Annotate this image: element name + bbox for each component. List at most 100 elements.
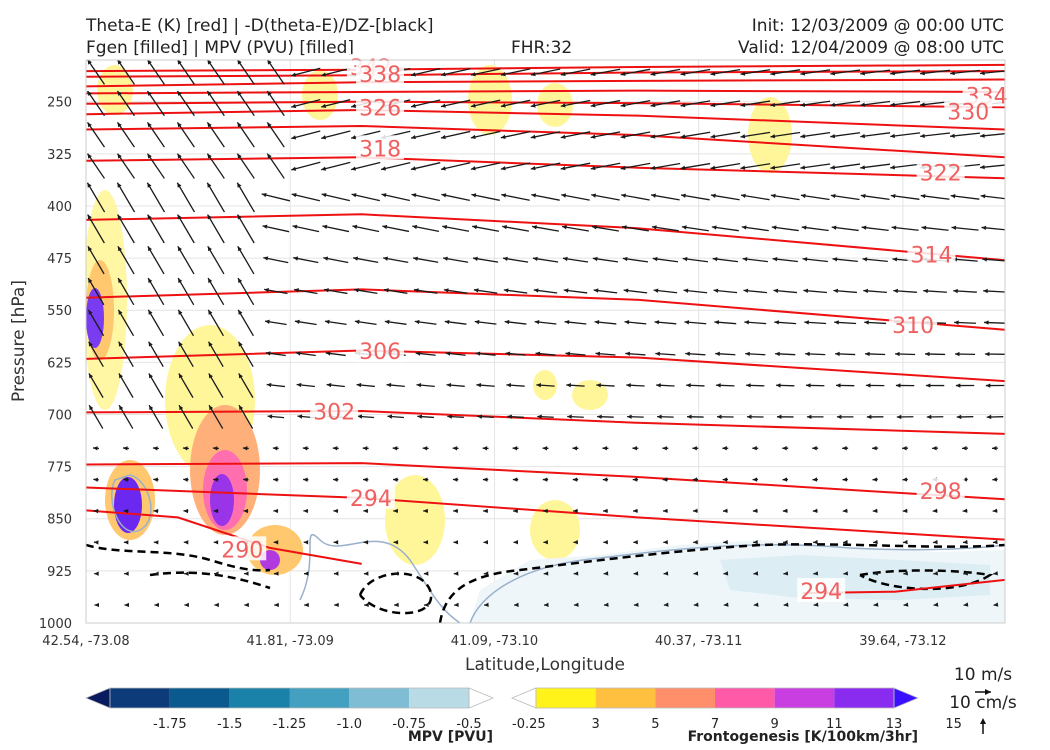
wind-arrow: [770, 194, 800, 201]
wind-arrow: [800, 69, 831, 75]
wind-arrow: [591, 194, 620, 201]
colorbar-segment: [715, 688, 775, 708]
wind-arrowhead: [560, 134, 566, 139]
wind-arrowhead: [632, 446, 637, 451]
wind-arrow: [921, 226, 949, 231]
wind-arrow: [321, 130, 351, 139]
wind-arrow: [411, 193, 440, 202]
wind-arrowhead: [920, 133, 925, 139]
mpv-blob: [86, 288, 104, 348]
wind-arrowhead: [261, 192, 267, 198]
wind-arrowhead: [177, 214, 182, 220]
wind-arrow: [560, 68, 591, 76]
wind-arrowhead: [650, 103, 656, 108]
wind-arrowhead: [267, 60, 272, 65]
wind-arrowhead: [830, 71, 836, 76]
wind-arrowhead: [123, 508, 129, 514]
wind-arrowhead: [273, 540, 279, 545]
theta-e-label-bg: [346, 484, 395, 509]
wind-arrowhead: [183, 540, 189, 545]
wind-arrowhead: [149, 405, 154, 411]
wind-arrowhead: [184, 571, 189, 576]
wind-arrowhead: [214, 571, 219, 576]
chart-title-line2: Fgen [filled] | MPV (PVU) [filled]: [86, 38, 355, 58]
wind-arrow: [440, 162, 471, 170]
wind-arrowhead: [830, 133, 836, 139]
wind-arrowhead: [237, 246, 242, 252]
init-time: Init: 12/03/2009 @ 00:00 UTC: [751, 16, 1004, 36]
wind-arrowhead: [87, 90, 92, 96]
wind-arrow: [860, 69, 891, 75]
theta-e-label-bg: [356, 338, 405, 363]
wind-arrowhead: [352, 224, 358, 230]
mpv-contour: [111, 474, 152, 533]
colorbar-segment: [536, 688, 596, 708]
wind-arrow: [890, 163, 921, 169]
wind-arrowhead: [860, 193, 866, 199]
theta-e-label: 330: [947, 100, 989, 125]
wind-arrowhead: [594, 320, 600, 325]
wind-arrowhead: [800, 165, 806, 170]
wind-arrowhead: [411, 166, 416, 171]
wind-arrowhead: [440, 134, 446, 140]
wind-arrow: [350, 161, 381, 171]
wind-arrow: [890, 132, 921, 138]
wind-arrowhead: [723, 539, 728, 545]
wind-arrowhead: [94, 571, 99, 576]
colorbar-tick-label: 9: [771, 717, 779, 732]
x-tick-label: 41.81, -73.09: [247, 634, 334, 649]
wind-arrow: [830, 69, 861, 75]
wind-arrowhead: [473, 256, 478, 261]
wind-arrowhead: [237, 60, 242, 65]
wind-arrowhead: [621, 193, 626, 198]
wind-arrowhead: [147, 246, 153, 252]
wind-arrowhead: [633, 571, 639, 576]
wind-arrow: [88, 373, 104, 398]
wind-arrowhead: [182, 446, 188, 451]
theta-e-line: [86, 486, 1005, 541]
wind-arrowhead: [835, 351, 840, 357]
theta-e-line: [86, 409, 1005, 435]
wind-arrowhead: [992, 477, 997, 482]
wind-arrow: [891, 226, 919, 231]
wind-arrowhead: [207, 214, 212, 220]
wind-arrowhead: [683, 288, 689, 293]
wind-arrowhead: [356, 382, 362, 388]
wind-arrowhead: [872, 508, 878, 513]
wind-arrowhead: [452, 446, 458, 451]
wind-arrow: [86, 153, 106, 179]
wind-arrowhead: [178, 373, 183, 379]
wind-arrowhead: [423, 508, 428, 514]
wind-arrowhead: [800, 102, 806, 107]
colorbar-tick-label: -1.75: [153, 717, 187, 732]
wind-arrowhead: [117, 60, 122, 65]
wind-arrowhead: [209, 405, 214, 411]
wind-arrowhead: [88, 309, 93, 315]
colorbar-tick-label: 3: [592, 717, 600, 732]
y-axis-label: Pressure [hPa]: [9, 280, 29, 402]
wind-arrowhead: [684, 320, 690, 325]
wind-arrowhead: [93, 540, 99, 545]
wind-arrow: [740, 131, 771, 138]
wind-arrowhead: [692, 446, 697, 451]
wind-arrowhead: [214, 602, 219, 608]
wind-arrowhead: [273, 508, 278, 514]
x-axis-label: Latitude,Longitude: [465, 655, 625, 675]
wind-arrow: [800, 100, 831, 107]
wind-arrowhead: [513, 508, 518, 514]
quiver-key-vertical-arrowhead: [980, 718, 986, 724]
wind-arrow: [116, 60, 135, 85]
wind-arrowhead: [681, 225, 687, 230]
wind-arrow: [206, 214, 225, 244]
wind-arrowhead: [625, 351, 631, 356]
wind-arrowhead: [292, 224, 298, 229]
wind-arrow: [502, 225, 530, 232]
colorbar-extend-left: [510, 687, 537, 709]
y-tick-label: 1000: [39, 617, 72, 632]
wind-vectors: [86, 60, 1005, 608]
x-tick-label: 40.37, -73.11: [655, 634, 742, 649]
x-axis-ticks: 42.54, -73.08 41.81, -73.09 41.09, -73.10 4…: [42, 634, 946, 649]
wind-arrowhead: [890, 71, 895, 76]
theta-e-label: 314: [910, 244, 952, 269]
wind-arrowhead: [208, 373, 213, 379]
